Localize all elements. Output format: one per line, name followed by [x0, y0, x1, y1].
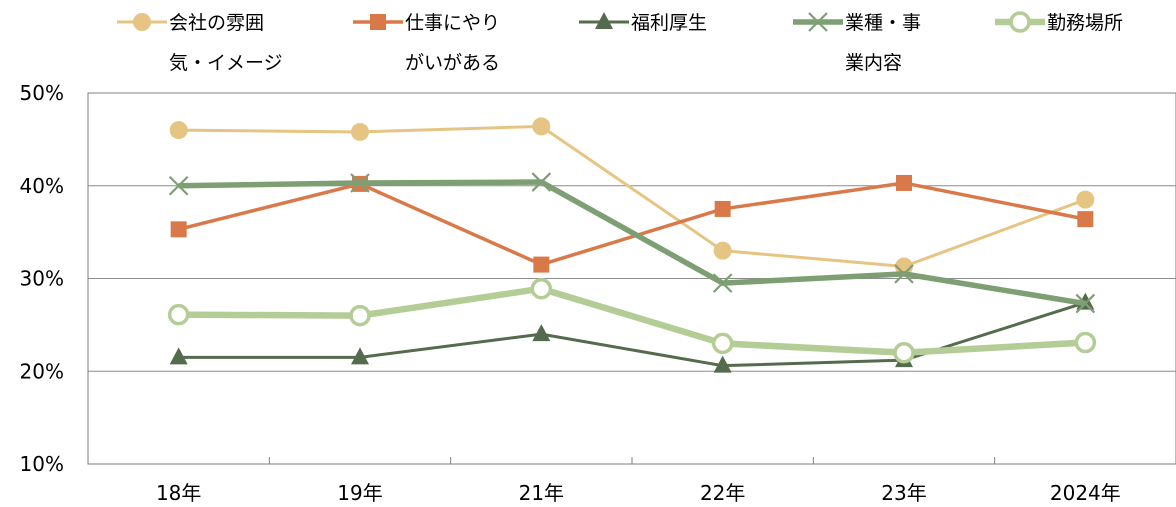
x-axis-ticks: 18年 19年 21年 22年 23年 2024年 — [156, 457, 1121, 505]
series-4-point — [350, 173, 370, 193]
series-5-point — [711, 332, 734, 355]
series-3-point — [532, 324, 551, 342]
series-4-point — [1075, 293, 1096, 314]
y-tick-label: 20% — [20, 359, 64, 383]
legend-swatch-marker — [595, 12, 613, 29]
x-tick-label: 23年 — [881, 481, 926, 505]
legend-swatch-marker — [370, 14, 386, 30]
series-4-point — [712, 273, 733, 293]
series-3-point — [351, 347, 369, 365]
legend-label: がいがある — [405, 52, 500, 74]
series-4-point — [531, 172, 552, 192]
series-2-point — [896, 174, 912, 191]
x-tick-label: 18年 — [156, 481, 201, 505]
legend-label: 仕事にやり — [405, 12, 500, 34]
series-3-point — [713, 355, 732, 373]
series-2-point — [533, 256, 550, 273]
series-4 — [168, 172, 1096, 314]
series-2-point — [170, 221, 187, 238]
legend-entry-3: 福利厚生 — [579, 12, 707, 34]
legend-label: 業内容 — [845, 52, 902, 74]
series-1-point — [351, 122, 369, 141]
series-5-point — [893, 341, 915, 364]
series-4-point — [894, 264, 914, 284]
legend-swatch-marker — [808, 12, 828, 32]
legend-label: 福利厚生 — [631, 12, 707, 34]
legend-swatch-marker — [133, 13, 151, 31]
series-group — [167, 117, 1097, 373]
series-1-point — [169, 121, 188, 140]
x-tick-label: 2024年 — [1050, 481, 1121, 505]
series-3-line — [178, 301, 1086, 368]
series-1-point — [895, 257, 913, 276]
legend-label: 気・イメージ — [169, 52, 283, 74]
series-5-point — [530, 277, 553, 300]
legend-label: 会社の雰囲 — [169, 12, 264, 34]
series-1-line — [178, 124, 1086, 268]
series-4-line — [178, 179, 1086, 307]
series-2-point — [714, 200, 731, 217]
series-5-line — [178, 285, 1086, 356]
x-tick-label: 21年 — [519, 481, 564, 505]
y-tick-label: 40% — [20, 174, 64, 198]
legend-swatch-marker — [1009, 11, 1031, 33]
series-1-point — [713, 241, 732, 260]
y-axis-ticks: 10% 20% 30% 40% 50% — [20, 81, 64, 476]
series-2-point — [1077, 211, 1094, 228]
series-3 — [169, 292, 1095, 373]
y-tick-label: 10% — [20, 452, 64, 476]
x-tick-label: 19年 — [337, 481, 382, 505]
y-tick-label: 30% — [20, 267, 64, 291]
legend-label: 業種・事 — [845, 12, 921, 34]
series-4-point — [168, 175, 189, 196]
legend-entry-5: 勤務場所 — [995, 11, 1123, 34]
series-5-point — [349, 304, 371, 327]
x-tick-label: 22年 — [700, 481, 745, 505]
series-5-point — [1074, 331, 1097, 354]
series-3-point — [169, 347, 188, 365]
series-5-point — [167, 303, 190, 326]
series-1 — [169, 117, 1095, 276]
series-1-point — [532, 117, 551, 136]
series-2-line — [178, 181, 1086, 267]
series-1-point — [1076, 190, 1095, 209]
legend-label: 勤務場所 — [1047, 12, 1123, 34]
y-tick-label: 50% — [20, 81, 64, 105]
series-5 — [167, 277, 1097, 364]
